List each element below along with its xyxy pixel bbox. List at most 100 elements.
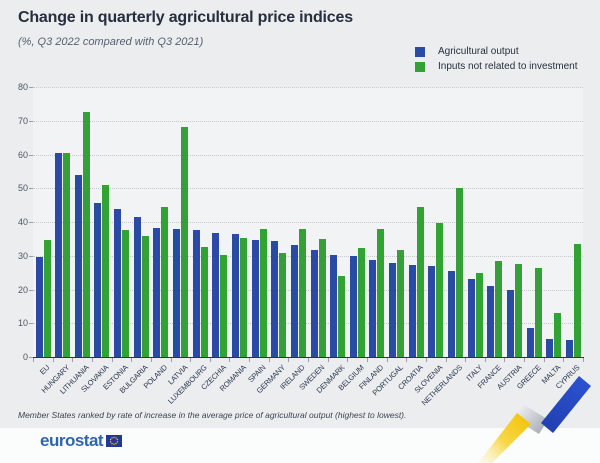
bar-output-poland	[153, 228, 161, 357]
x-axis-tick	[190, 358, 192, 362]
gridline	[33, 289, 583, 291]
bar-output-eu	[35, 257, 43, 357]
bar-inputs-denmark	[338, 276, 346, 357]
legend-swatch-blue	[415, 46, 425, 57]
bar-inputs-eu	[43, 240, 51, 357]
bar-output-netherlands	[448, 270, 455, 357]
bar-output-slovakia	[94, 203, 102, 357]
bar-inputs-sweden	[318, 238, 326, 357]
x-axis-tick	[484, 358, 486, 362]
x-axis-tick	[583, 358, 584, 362]
gridline	[33, 222, 583, 223]
y-tick-label: 30	[17, 250, 28, 261]
y-axis-tick	[29, 87, 33, 88]
bar-inputs-spain	[259, 228, 267, 357]
y-tick-label: 70	[17, 115, 28, 126]
bar-output-italy	[467, 279, 475, 357]
x-axis-tick	[366, 358, 368, 362]
y-axis-tick	[29, 154, 33, 156]
page-title: Change in quarterly agricultural price i…	[18, 9, 353, 26]
legend: Agricultural output Inputs not related t…	[415, 44, 583, 74]
gridline	[33, 255, 583, 257]
bar-output-ireland	[290, 244, 298, 357]
y-axis-tick	[29, 357, 33, 358]
chart-subtitle: (%, Q3 2022 compared with Q3 2021)	[18, 36, 204, 48]
y-tick-label: 20	[17, 284, 28, 295]
y-tick-label: 80	[17, 82, 28, 92]
x-axis-tick	[465, 358, 467, 362]
bar-output-portugal	[389, 262, 397, 357]
bar-output-germany	[271, 241, 279, 357]
y-axis-tick	[29, 323, 33, 325]
y-tick-label: 50	[17, 183, 28, 194]
bar-output-slovenia	[428, 265, 436, 357]
x-axis-line	[33, 357, 584, 358]
bar-inputs-portugal	[397, 250, 405, 357]
bar-inputs-estonia	[122, 230, 130, 357]
bar-output-malta	[546, 339, 554, 357]
bar-output-hungary	[55, 152, 63, 357]
gridline	[33, 154, 583, 156]
bar-inputs-czechia	[220, 254, 228, 357]
bar-output-denmark	[330, 254, 338, 357]
x-axis-tick	[170, 358, 172, 362]
bar-inputs-lithuania	[82, 112, 90, 357]
x-axis-tick	[327, 358, 329, 362]
x-axis-tick	[445, 358, 447, 362]
bar-output-france	[487, 286, 495, 357]
bar-inputs-luxembourg	[200, 246, 208, 357]
x-axis-tick	[386, 358, 388, 362]
bar-inputs-germany	[279, 253, 287, 357]
x-axis-tick	[563, 358, 565, 362]
x-axis-tick	[91, 358, 93, 362]
y-axis-tick	[29, 289, 33, 291]
y-tick-label: 60	[17, 149, 28, 160]
x-axis-tick	[150, 358, 152, 362]
bar-output-austria	[506, 289, 514, 357]
legend-item-inputs: Inputs not related to investment	[415, 59, 583, 74]
bar-inputs-belgium	[357, 247, 365, 357]
decorative-ribbon-graphic	[478, 376, 591, 463]
bar-inputs-romania	[239, 237, 247, 357]
x-axis-tick	[249, 358, 251, 362]
bar-inputs-slovenia	[436, 222, 444, 357]
bar-inputs-italy	[475, 272, 483, 357]
bar-inputs-croatia	[416, 206, 424, 357]
y-axis-tick	[29, 255, 33, 257]
legend-item-output: Agricultural output	[415, 44, 583, 59]
bar-output-luxembourg	[192, 230, 200, 357]
bar-output-finland	[369, 260, 377, 357]
bar-output-lithuania	[74, 174, 82, 357]
y-axis-tick	[29, 222, 33, 223]
gridline	[33, 120, 583, 122]
x-axis-tick	[72, 358, 74, 362]
legend-label-inputs: Inputs not related to investment	[438, 61, 578, 72]
bar-output-estonia	[114, 208, 122, 357]
bar-inputs-poland	[161, 207, 169, 357]
eurostat-wordmark: eurostat	[40, 431, 104, 450]
bar-inputs-finland	[377, 229, 385, 357]
bar-output-sweden	[310, 249, 318, 357]
legend-swatch-green	[415, 61, 425, 72]
bar-output-croatia	[408, 265, 416, 357]
y-axis-tick	[29, 188, 33, 190]
y-tick-label: 0	[22, 352, 28, 362]
x-axis-tick	[524, 358, 526, 362]
bar-inputs-bulgaria	[141, 235, 149, 357]
x-axis-tick	[406, 358, 408, 362]
legend-label-output: Agricultural output	[438, 46, 519, 57]
x-axis-tick	[288, 358, 290, 362]
bar-inputs-greece	[534, 267, 542, 357]
bar-inputs-cyprus	[573, 243, 581, 357]
x-axis-tick	[229, 358, 231, 362]
eu-flag-icon	[106, 435, 123, 447]
x-axis-tick	[308, 358, 309, 362]
x-axis-tick	[347, 358, 349, 362]
bar-inputs-malta	[554, 312, 562, 357]
gridline	[33, 323, 583, 325]
bar-inputs-slovakia	[102, 184, 110, 357]
x-axis-tick	[52, 358, 54, 362]
x-axis-tick	[268, 358, 270, 362]
x-axis-tick	[131, 358, 133, 362]
